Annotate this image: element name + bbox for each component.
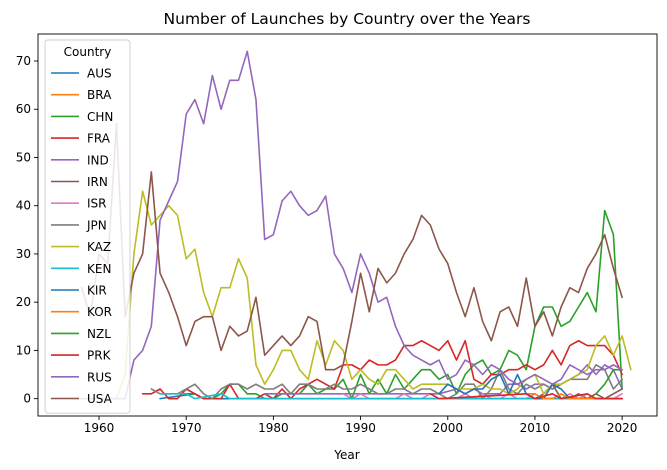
y-axis-ticks: 0 10 20 30 40 50 60 70 [16,54,38,406]
legend-label-kor: KOR [87,305,112,319]
x-axis-label: Year [333,448,359,462]
legend-label-chn: CHN [87,110,113,124]
series-line-fra [141,339,623,400]
series-line-usa [80,122,623,371]
legend-label-kir: KIR [87,284,107,298]
plot-frame [37,33,658,417]
x-tick-label: 1960 [84,421,115,435]
series-line-jpn [150,364,623,400]
x-tick-label: 1970 [171,421,202,435]
x-tick-label: 2010 [520,421,551,435]
legend-label-ken: KEN [87,262,111,276]
y-tick-label: 70 [16,54,31,68]
legend-title: Country [64,45,112,59]
legend-label-nzl: NZL [87,327,111,341]
series-line-kir [438,373,623,400]
legend-label-aus: AUS [87,67,112,81]
x-axis-ticks: 1960 1970 1980 1990 2000 2010 2020 [84,416,638,435]
y-tick-label: 60 [16,102,31,116]
legend-label-rus: RUS [87,370,112,384]
legend-label-isr: ISR [87,197,107,211]
chart-title: Number of Launches by Country over the Y… [164,10,531,28]
legend-label-jpn: JPN [86,218,107,232]
y-tick-label: 30 [16,247,31,261]
legend-label-irn: IRN [87,175,108,189]
legend-label-fra: FRA [87,132,111,146]
y-tick-label: 0 [23,392,31,406]
x-tick-label: 1980 [258,421,289,435]
series-line-ken [159,393,623,400]
y-tick-label: 10 [16,343,31,357]
x-tick-label: 2000 [432,421,463,435]
legend-label-kaz: KAZ [87,240,111,254]
y-tick-label: 20 [16,295,31,309]
y-tick-label: 50 [16,150,31,164]
series-line-rus [72,50,623,400]
legend-label-ind: IND [87,153,109,167]
legend-box [44,39,131,414]
y-tick-label: 40 [16,199,31,213]
series-line-kor [525,393,623,400]
legend: Country AUS BRA CHN FRA IND IRN ISR JPN KAZ KEN KIR… [44,39,131,414]
legend-label-usa: USA [87,392,113,406]
series-lines [72,50,632,400]
legend-label-prk: PRK [87,349,112,363]
series-line-prk [429,393,623,400]
series-line-kaz [72,190,632,400]
x-tick-label: 1990 [345,421,376,435]
legend-label-bra: BRA [87,88,112,102]
x-tick-label: 2020 [607,421,638,435]
series-line-chn [185,209,623,400]
series-line-nzl [595,368,623,395]
